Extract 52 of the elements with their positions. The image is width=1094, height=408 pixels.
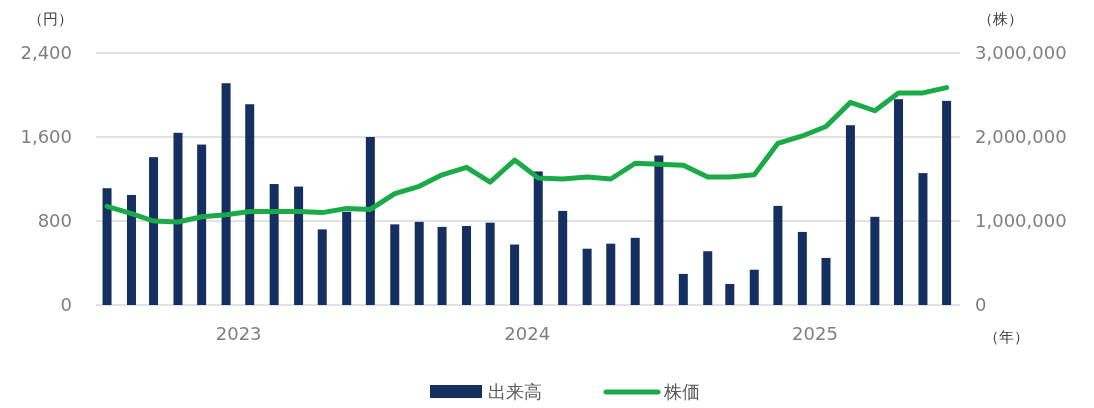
bar xyxy=(725,284,735,305)
y-tick-label: 2,400 xyxy=(20,42,72,64)
bar xyxy=(558,210,568,305)
bar xyxy=(149,157,159,305)
bar xyxy=(749,269,759,305)
bar xyxy=(294,186,304,305)
bar xyxy=(821,257,831,305)
bar xyxy=(269,184,279,305)
legend-label: 株価 xyxy=(663,381,700,402)
bar xyxy=(797,231,807,305)
y2-tick-label: 3,000,000 xyxy=(975,42,1067,64)
x-tick-label: 2024 xyxy=(504,323,551,344)
bar xyxy=(533,171,543,305)
bar xyxy=(342,211,352,305)
bar xyxy=(173,132,183,305)
x-tick-label: 2023 xyxy=(215,323,262,344)
bar xyxy=(462,226,472,305)
bar xyxy=(703,251,713,305)
bar xyxy=(437,226,447,305)
bar xyxy=(606,243,616,305)
legend-label: 出来高 xyxy=(488,381,542,402)
bar xyxy=(942,100,952,305)
bar xyxy=(485,222,495,305)
bar xyxy=(510,244,520,305)
bar xyxy=(654,155,664,305)
bar xyxy=(102,188,112,305)
y2-axis-title: （株） xyxy=(977,10,1023,28)
y2-tick-label: 0 xyxy=(975,294,987,316)
bar xyxy=(894,99,904,305)
bar xyxy=(390,224,400,305)
bar xyxy=(870,216,880,305)
y-tick-label: 1,600 xyxy=(20,126,72,148)
x-axis-title: （年） xyxy=(983,328,1029,346)
bar xyxy=(678,273,688,305)
bar xyxy=(317,229,327,305)
y-tick-label: 800 xyxy=(37,210,72,232)
bar xyxy=(197,144,207,305)
bar xyxy=(365,137,375,305)
bar xyxy=(245,104,255,305)
y2-tick-label: 1,000,000 xyxy=(975,210,1067,232)
bar xyxy=(414,221,424,305)
bar xyxy=(582,248,592,305)
y-axis-title: （円） xyxy=(27,10,73,28)
bar xyxy=(918,173,928,305)
bar xyxy=(773,205,783,305)
bar xyxy=(845,125,855,305)
bar xyxy=(221,83,231,305)
x-tick-label: 2025 xyxy=(792,323,838,344)
bar xyxy=(630,237,640,305)
y-tick-label: 0 xyxy=(60,294,72,316)
y2-tick-label: 2,000,000 xyxy=(975,126,1067,148)
bar xyxy=(126,194,136,305)
